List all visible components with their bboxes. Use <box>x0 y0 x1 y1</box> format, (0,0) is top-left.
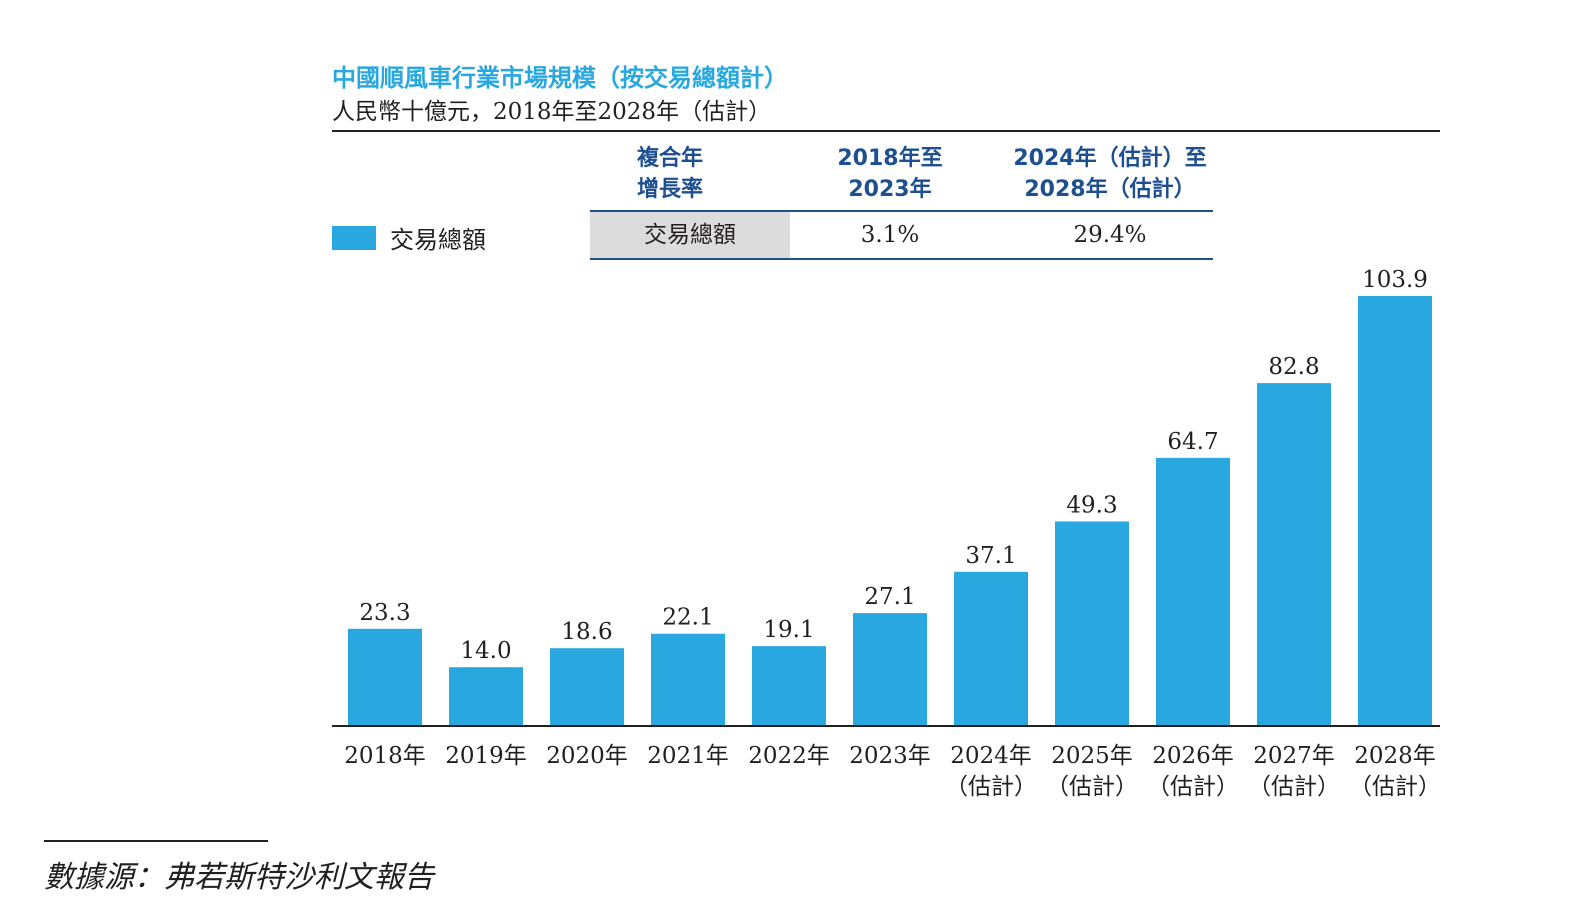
chart-subtitle: 人民幣十億元，2018年至2028年（估計） <box>332 99 772 125</box>
x-tick-label: （估計） <box>945 774 1037 800</box>
cagr-table-top-rule <box>590 210 1213 212</box>
x-tick-label: 2020年 <box>546 743 628 769</box>
x-tick-label: 2028年 <box>1354 743 1436 769</box>
cagr-header: 複合年 增長率 <box>636 146 703 202</box>
x-tick-label: （估計） <box>1248 774 1340 800</box>
data-label: 19.1 <box>763 617 814 643</box>
data-label: 49.3 <box>1066 492 1117 518</box>
bar <box>348 628 422 725</box>
bar <box>651 633 725 725</box>
x-tick-label: 2018年 <box>344 743 426 769</box>
cagr-table-bottom-rule <box>590 258 1213 260</box>
cagr-value-2: 29.4% <box>1073 222 1147 248</box>
x-tick-label: 2025年 <box>1051 743 1133 769</box>
data-label: 23.3 <box>359 600 410 626</box>
data-label: 14.0 <box>460 638 511 664</box>
bar <box>752 646 826 725</box>
cagr-value-1: 3.1% <box>860 222 920 248</box>
data-label: 37.1 <box>965 543 1016 569</box>
data-label: 18.6 <box>561 619 612 645</box>
bar <box>1257 383 1331 725</box>
bar <box>954 571 1028 725</box>
cagr-col2-header: 2024年（估計）至 2028年（估計） <box>1013 146 1207 202</box>
bar <box>853 613 927 725</box>
x-tick-label: （估計） <box>1046 774 1138 800</box>
source-divider <box>44 840 268 842</box>
bar <box>1358 296 1432 725</box>
x-tick-label: 2022年 <box>748 743 830 769</box>
data-label: 103.9 <box>1362 267 1428 293</box>
bar <box>449 667 523 725</box>
bar <box>1156 457 1230 725</box>
data-label: 27.1 <box>864 584 915 610</box>
x-tick-label: 2019年 <box>445 743 527 769</box>
x-tick-label: 2024年 <box>950 743 1032 769</box>
x-tick-label: 2027年 <box>1253 743 1335 769</box>
x-tick-label: 2021年 <box>647 743 729 769</box>
source-note: 數據源：弗若斯特沙利文報告 <box>44 860 434 895</box>
legend-label: 交易總額 <box>390 226 486 254</box>
data-label: 82.8 <box>1268 354 1319 380</box>
x-tick-label: （估計） <box>1147 774 1239 800</box>
x-tick-label: 2026年 <box>1152 743 1234 769</box>
legend-swatch <box>332 226 376 250</box>
x-tick-label: 2023年 <box>849 743 931 769</box>
x-tick-label: （估計） <box>1349 774 1441 800</box>
bar <box>550 648 624 725</box>
bar <box>1055 521 1129 725</box>
data-label: 64.7 <box>1167 429 1218 455</box>
cagr-row-label: 交易總額 <box>590 212 790 258</box>
cagr-col1-header: 2018年至 2023年 <box>837 146 943 202</box>
top-divider <box>332 130 1440 132</box>
chart-title: 中國順風車行業市場規模（按交易總額計） <box>332 64 788 92</box>
data-label: 22.1 <box>662 605 713 631</box>
